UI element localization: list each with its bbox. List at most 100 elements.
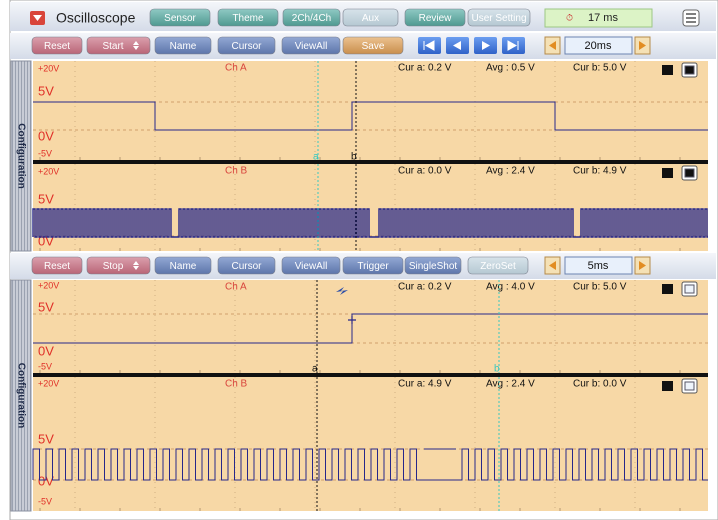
channel-name: Ch A [225,63,247,74]
button[interactable]: 2Ch/4Ch [282,8,341,27]
button-face [217,256,276,275]
scale-label: 5V [38,431,54,446]
scale-label: -5V [38,361,52,371]
scale-label: 0V [38,343,54,358]
app-menu-button[interactable] [30,11,45,25]
channel-separator [33,373,708,377]
first-button[interactable] [418,37,441,54]
cursor-readout: Avg : 2.4 V [486,379,535,390]
button: ZeroSet [467,256,529,275]
button[interactable]: Reset [31,36,83,55]
timebase-decrease[interactable] [544,256,561,275]
color-swatch [662,284,673,294]
timer-icon: ⏱ [566,12,573,22]
cursor-label: a [312,364,318,375]
button-label: Cursor [231,41,262,52]
button[interactable]: Reset [31,256,83,275]
button[interactable]: ViewAll [281,256,341,275]
button[interactable]: Sensor [149,8,211,27]
menu-button[interactable] [682,9,700,27]
plot-area [33,61,708,160]
button[interactable]: Name [154,36,212,55]
button-face [31,36,83,55]
scale-label: -5V [38,496,52,506]
timebase-increase[interactable] [634,36,651,55]
button-face [342,8,399,27]
prev-button[interactable] [446,37,469,54]
cursor-readout: Avg : 0.5 V [486,63,535,74]
button[interactable]: ViewAll [281,36,341,55]
button-face [404,256,462,275]
channel-name: Ch B [225,166,248,177]
updown-icon [133,41,139,50]
arrow-icon [549,41,556,50]
button-label: Start [102,41,123,52]
button-face [281,256,341,275]
button[interactable]: Save [342,36,404,55]
cursor-label: b [351,152,357,163]
button[interactable]: Name [154,256,212,275]
button[interactable]: Theme [217,8,279,27]
button-label: Reset [44,41,70,52]
updown-icon [133,261,139,270]
channel-name: Ch A [225,282,247,293]
timebase-box [564,36,633,55]
button-face [467,8,531,27]
button-label: Trigger [357,261,389,272]
button-label: Theme [232,13,264,24]
scale-label: 5V [38,191,54,206]
last-button[interactable] [502,37,525,54]
button[interactable]: Trigger [342,256,404,275]
color-swatch [662,381,673,391]
button: User Setting [467,8,531,27]
button[interactable]: Cursor [217,256,276,275]
scale-label: 0V [38,128,54,143]
timebase-box [564,256,633,275]
button-label: Name [170,261,197,272]
cursor-readout: Avg : 4.0 V [486,282,535,293]
visibility-toggle[interactable] [681,378,698,394]
timebase-increase[interactable] [634,256,651,275]
scale-label: 0V [38,473,54,488]
button-label: Save [362,41,385,52]
sidebar [10,279,32,512]
button-face [467,256,529,275]
cursor-readout: Cur a: 0.2 V [398,282,452,293]
visibility-toggle[interactable] [681,165,698,181]
timer: ⏱ 17 ms [544,8,653,28]
visibility-toggle[interactable] [681,62,698,78]
plot-area [33,280,708,373]
sidebar-label: Configuration [15,123,26,189]
button[interactable]: Review [404,8,466,27]
button-face [86,256,151,275]
button-label: Review [419,13,453,24]
button-label: ViewAll [295,41,328,52]
toggle-inner [684,65,695,75]
button[interactable]: SingleShot [404,256,462,275]
channel-separator [33,160,708,164]
scale-label: +20V [38,280,59,290]
sidebar [10,60,32,252]
arrow-icon [639,41,646,50]
cursor-label: a [313,152,319,163]
button[interactable]: Cursor [217,36,276,55]
cursor-readout: Cur b: 5.0 V [573,282,627,293]
cursor-readout: Cur a: 0.0 V [398,166,452,177]
visibility-toggle[interactable] [681,281,698,297]
button-label: Aux [362,13,379,24]
button-face [154,36,212,55]
button[interactable]: Stop [86,256,151,275]
channel-name: Ch B [225,379,248,390]
button-label: Sensor [164,13,196,24]
timebase-decrease[interactable] [544,36,561,55]
button[interactable]: Start [86,36,151,55]
button-label: ViewAll [295,261,328,272]
transport-controls [418,37,525,54]
timer-value: 17 ms [588,12,618,24]
button-label: User Setting [471,13,526,24]
toggle-inner [684,284,695,294]
button-label: SingleShot [409,261,458,272]
scale-label: +20V [38,63,59,73]
app-title: Oscilloscope [56,10,136,26]
next-button[interactable] [474,37,497,54]
